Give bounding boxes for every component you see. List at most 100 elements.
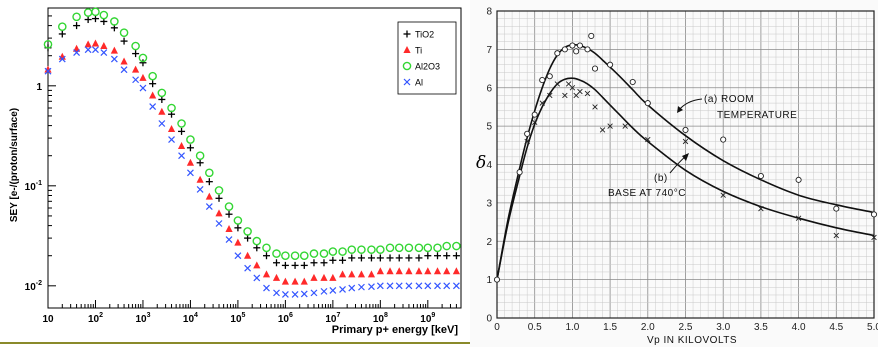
delta-point-a bbox=[554, 50, 561, 57]
sey-point-ti bbox=[234, 238, 242, 246]
sey-point-al2o3 bbox=[319, 249, 329, 258]
sey-point-al bbox=[120, 66, 128, 74]
sey-point-al bbox=[149, 103, 157, 111]
sey-point-al bbox=[415, 282, 423, 290]
sey-point-al bbox=[178, 152, 185, 160]
sey-point-ti bbox=[395, 267, 403, 275]
sey-point-al2o3 bbox=[167, 103, 176, 113]
sey-point-al2o3 bbox=[214, 186, 224, 195]
delta-point-b bbox=[554, 81, 561, 87]
sey-point-al bbox=[58, 55, 66, 63]
sey-point-al bbox=[100, 49, 108, 56]
delta-point-b bbox=[833, 232, 840, 239]
delta-point-a bbox=[833, 205, 840, 212]
delta-point-b bbox=[569, 85, 576, 91]
delta-point-b bbox=[531, 119, 538, 126]
sey-point-ti bbox=[100, 42, 108, 50]
delta-y-tick-label: 8 bbox=[486, 7, 492, 18]
sey-point-al bbox=[273, 289, 280, 297]
delta-y-tick-label: 6 bbox=[486, 83, 492, 94]
delta-point-b bbox=[871, 234, 877, 241]
sey-point-tio2 bbox=[73, 22, 81, 30]
sey-point-al2o3 bbox=[186, 135, 195, 144]
sey-point-ti bbox=[405, 267, 413, 275]
sey-point-al2o3 bbox=[138, 53, 148, 63]
sey-legend-marker bbox=[402, 61, 412, 71]
sey-point-ti bbox=[433, 267, 442, 275]
sey-point-al bbox=[225, 236, 233, 243]
delta-point-b bbox=[539, 100, 545, 106]
sey-point-tio2 bbox=[196, 159, 204, 167]
sey-point-al bbox=[443, 282, 451, 290]
sey-point-al bbox=[73, 49, 81, 56]
sey-point-ti bbox=[196, 175, 204, 183]
sey-point-tio2 bbox=[91, 15, 99, 23]
sey-point-ti bbox=[291, 277, 299, 285]
delta-y-tick-label: 1 bbox=[486, 275, 492, 286]
sey-point-al2o3 bbox=[233, 216, 243, 225]
sey-point-ti bbox=[243, 251, 252, 259]
annotation-b-line2: BASE AT 740°C bbox=[608, 188, 686, 199]
sey-point-tio2 bbox=[376, 254, 384, 262]
sey-point-ti bbox=[110, 46, 118, 54]
delta-point-a bbox=[682, 126, 689, 134]
sey-legend-marker bbox=[403, 46, 411, 53]
delta-point-a bbox=[576, 42, 583, 49]
sey-point-al2o3 bbox=[110, 17, 119, 26]
sey-point-ti bbox=[225, 224, 233, 232]
annotation-b-arrowhead bbox=[682, 153, 689, 161]
sey-legend-marker bbox=[403, 30, 411, 38]
delta-point-a bbox=[573, 48, 580, 55]
delta-y-tick-label: 4 bbox=[486, 160, 492, 171]
sey-point-al2o3 bbox=[157, 88, 167, 98]
sey-point-al bbox=[132, 76, 140, 84]
delta-point-a bbox=[569, 42, 576, 49]
sey-point-al2o3 bbox=[57, 22, 67, 32]
sey-point-al2o3 bbox=[385, 243, 395, 253]
sey-legend-label: Al bbox=[415, 78, 423, 88]
sey-point-al2o3 bbox=[309, 249, 319, 258]
sey-point-al2o3 bbox=[91, 7, 100, 17]
delta-point-a bbox=[795, 176, 802, 183]
sey-point-al2o3 bbox=[452, 241, 461, 251]
sey-point-tio2 bbox=[395, 254, 403, 262]
sey-point-al2o3 bbox=[177, 119, 186, 128]
delta-y-tick-label: 5 bbox=[486, 122, 492, 133]
sey-point-tio2 bbox=[120, 37, 128, 45]
delta-point-a bbox=[757, 172, 764, 180]
delta-point-a bbox=[531, 111, 538, 118]
sey-point-al2o3 bbox=[423, 243, 433, 253]
sey-point-ti bbox=[186, 158, 195, 166]
sey-point-ti bbox=[338, 270, 347, 278]
annotation-a-line1: (a) ROOM bbox=[704, 94, 754, 105]
sey-point-ti bbox=[300, 277, 308, 285]
delta-point-a bbox=[644, 100, 651, 107]
sey-point-ti bbox=[167, 124, 176, 132]
sey-point-ti bbox=[320, 273, 328, 281]
sey-point-tio2 bbox=[424, 252, 432, 260]
sey-point-al2o3 bbox=[299, 251, 309, 261]
sey-point-al bbox=[368, 283, 375, 291]
sey-point-al bbox=[310, 289, 318, 297]
delta-point-a bbox=[584, 46, 591, 53]
sey-point-tio2 bbox=[300, 261, 308, 269]
sey-point-tio2 bbox=[186, 144, 194, 152]
delta-point-b bbox=[599, 127, 606, 133]
sey-point-ti bbox=[348, 270, 356, 278]
sey-legend: TiO2 Ti Al2O3 Al bbox=[397, 21, 457, 95]
sey-point-al2o3 bbox=[119, 28, 129, 37]
sey-point-al2o3 bbox=[290, 251, 300, 261]
sey-legend-marker bbox=[403, 78, 411, 86]
sey-point-tio2 bbox=[443, 252, 451, 260]
delta-x-tick-label: 4.5 bbox=[829, 322, 843, 333]
sey-point-al bbox=[300, 290, 308, 298]
sey-point-al2o3 bbox=[43, 40, 53, 49]
sey-point-al bbox=[358, 283, 365, 291]
sey-x-tick-label: 10 bbox=[42, 314, 54, 325]
sey-point-al bbox=[376, 282, 384, 290]
delta-point-b bbox=[645, 136, 651, 143]
sey-point-tio2 bbox=[405, 254, 413, 262]
delta-x-tick-label: 4.0 bbox=[792, 322, 806, 333]
sey-point-al bbox=[386, 282, 394, 290]
sey-point-ti bbox=[177, 142, 186, 150]
